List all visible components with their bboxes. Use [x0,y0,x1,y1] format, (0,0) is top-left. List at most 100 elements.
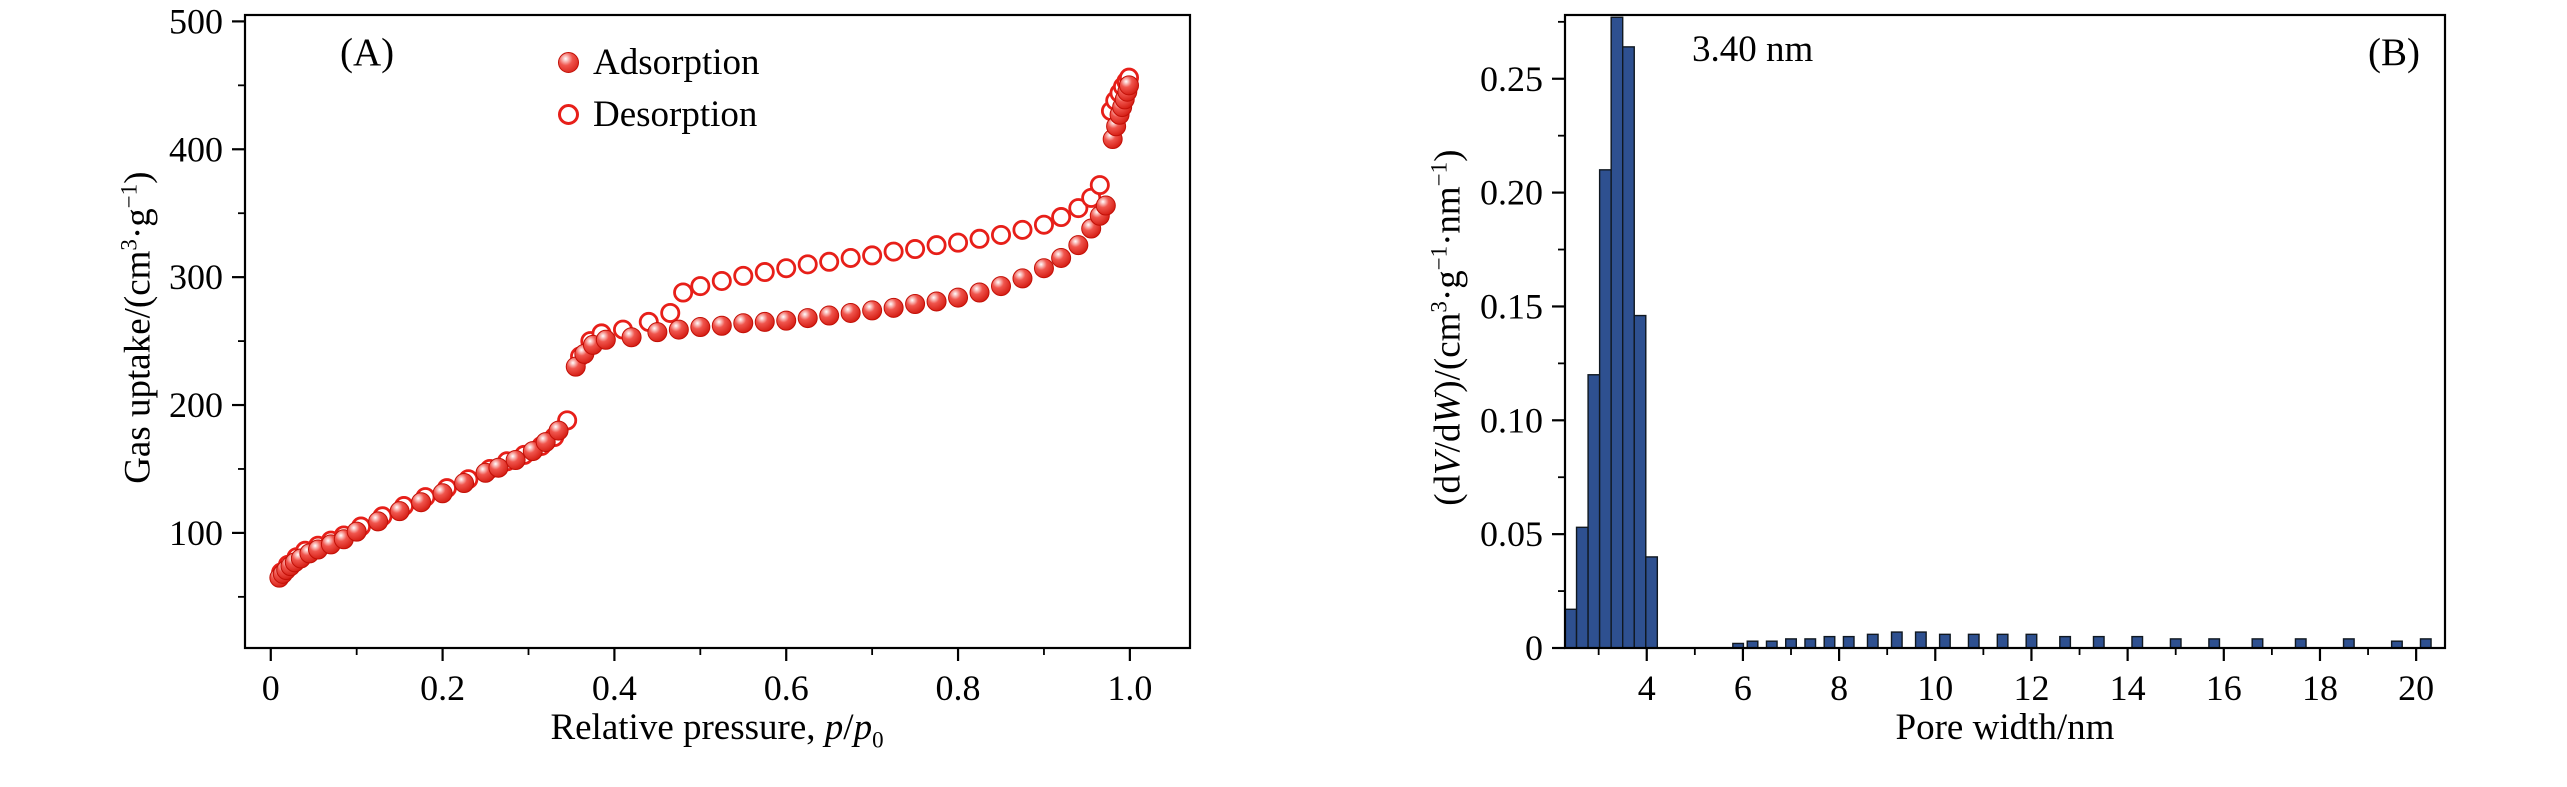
x-tick-label: 18 [2302,668,2338,708]
adsorption-point [505,450,526,471]
legend-label-desorption: Desorption [593,93,758,135]
pore-bar [2251,638,2264,649]
adsorption-point [711,315,732,336]
adsorption-point [389,501,410,522]
desorption-point [969,228,990,249]
desorption-marker-icon [558,103,579,125]
legend-item-desorption: Desorption [558,88,760,140]
adsorption-point [754,311,775,332]
pore-bar [2419,638,2432,649]
adsorption-point [926,291,947,312]
adsorption-point [969,282,990,303]
plot-frame [1563,13,2447,650]
peak-pore-width-annotation: 3.40 nm [1692,29,1814,70]
desorption-point [1051,207,1072,228]
desorption-point [905,239,926,260]
x-tick-label: 12 [2013,668,2049,708]
adsorption-point [595,329,616,350]
pore-bar [1633,314,1647,649]
pore-bar [1890,631,1903,649]
adsorption-point [1012,268,1033,289]
isotherm-points [269,67,1140,588]
desorption-point [776,258,797,279]
x-tick-label: 4 [1638,668,1656,708]
y-tick-label: 0.15 [1480,286,1543,326]
adsorption-point [1095,195,1116,216]
desorption-point [991,224,1012,245]
pore-size-bars [1564,16,2432,649]
adsorption-point [862,300,883,321]
pore-bar [1996,633,2009,649]
pore-bar [1823,635,1836,649]
desorption-point [883,241,904,262]
y-tick-label: 0.05 [1480,514,1543,554]
pore-bar [1610,16,1624,649]
desorption-point [948,232,969,253]
pore-bar [1622,46,1635,649]
y-tick-label: 500 [169,1,223,41]
plot-frame [243,13,1192,650]
x-tick-label: 0.2 [420,668,465,708]
pore-bar [1575,526,1589,649]
pore-bar [1564,608,1578,649]
x-tick-label: 1.0 [1107,668,1152,708]
x-tick-label: 0.6 [764,668,809,708]
desorption-point [673,282,694,303]
desorption-point [690,276,711,297]
panel-a-y-axis-title: Gas uptake/(cm3·g−1) [116,171,159,484]
legend-label-adsorption: Adsorption [593,41,760,83]
pore-bar [1598,169,1612,649]
adsorption-point [368,511,389,532]
desorption-point [733,265,754,286]
panel-a-plot: 0 0.2 0.4 0.6 0.8 1.0 100 200 300 400 500 [169,1,1192,708]
adsorption-point [1119,75,1140,96]
desorption-point [1089,175,1110,196]
adsorption-point [668,319,689,340]
adsorption-point [840,302,861,323]
y-tick-label: 200 [169,385,223,425]
adsorption-point [488,457,509,478]
desorption-point [660,302,681,323]
adsorption-point [548,420,569,441]
pore-bar [1587,374,1601,649]
desorption-point [926,235,947,256]
y-tick-label: 100 [169,513,223,553]
adsorption-point [1068,235,1089,256]
pore-bar [2342,638,2355,649]
pore-bar [1938,633,1951,649]
panel-a-x-axis-title: Relative pressure, p/p0 [550,707,884,753]
desorption-point [1068,198,1089,219]
adsorption-point [647,322,668,343]
pore-bar [1866,633,1879,649]
pore-bar [1842,635,1855,649]
desorption-point [819,251,840,272]
desorption-point [754,262,775,283]
desorption-point [840,247,861,268]
y-tick-label: 0.25 [1480,59,1543,99]
adsorption-point [690,317,711,338]
x-tick-label: 8 [1830,668,1848,708]
pore-bar [1804,638,1817,649]
panel-b-plot: 4 6 8 10 12 14 16 18 20 0 0.05 0.10 0.15 0.20 0.25 [1480,13,2447,708]
panel-b-x-axis-title: Pore width/nm [1895,707,2115,748]
adsorption-point [948,287,969,308]
x-tick-label: 10 [1917,668,1953,708]
adsorption-point [776,310,797,331]
pore-bar [1914,631,1927,649]
adsorption-point [733,313,754,334]
adsorption-point [535,432,556,453]
pore-bar [1967,633,1980,649]
pore-bar [2092,635,2105,649]
adsorption-point [621,327,642,348]
x-tick-label: 16 [2206,668,2242,708]
adsorption-point [819,305,840,326]
pore-bar [2025,633,2038,649]
adsorption-point [346,521,367,542]
adsorption-point [883,297,904,318]
pore-bar [2131,635,2144,649]
x-tick-label: 0.4 [592,668,637,708]
adsorption-point [1033,258,1054,279]
adsorption-point [1051,247,1072,268]
y-tick-label: 0.20 [1480,173,1543,213]
